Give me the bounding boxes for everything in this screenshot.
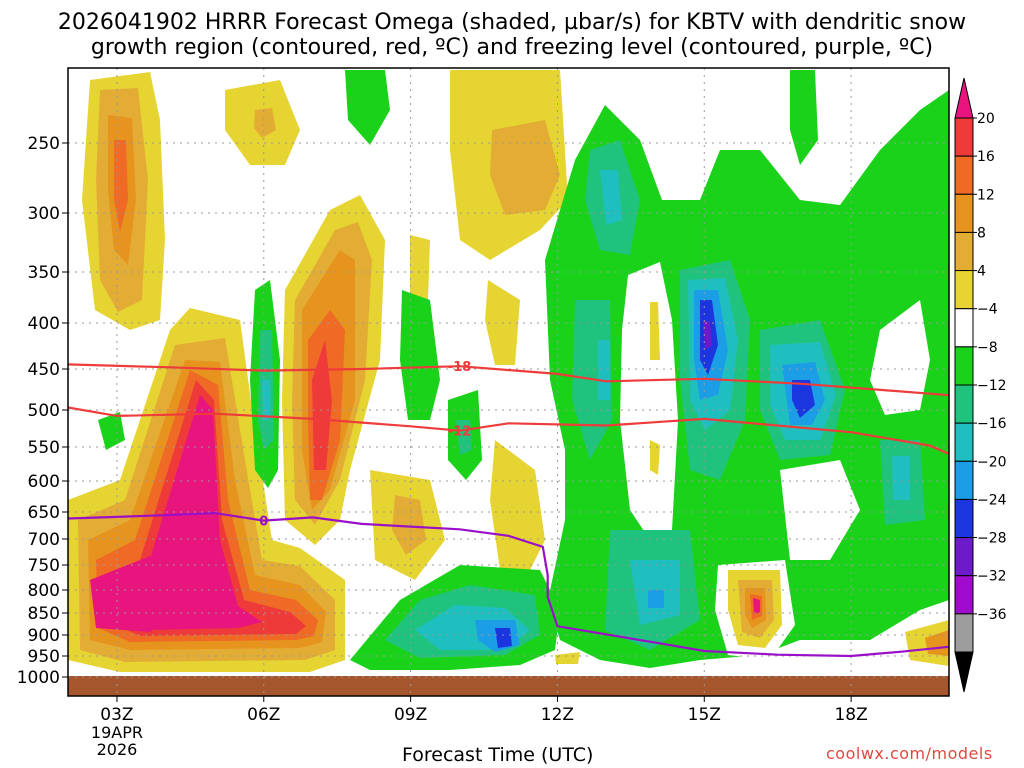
omega-field — [68, 70, 949, 696]
colorbar-label: 8 — [977, 225, 986, 241]
omega-region — [392, 495, 426, 555]
colorbar-box — [954, 613, 974, 653]
contours: -18 -12 0 — [68, 360, 949, 658]
colorbar-box — [954, 498, 974, 539]
colorbar-label: −32 — [977, 569, 1007, 585]
contour-label: -18 — [448, 360, 472, 375]
omega-region — [495, 628, 512, 648]
plot-frame — [67, 67, 950, 697]
colorbar-label: −8 — [977, 340, 998, 356]
y-tick-label: 700 — [28, 530, 60, 550]
y-tick-label: 450 — [28, 360, 60, 380]
omega-region — [598, 340, 610, 400]
colorbar-box — [954, 384, 974, 424]
colorbar-box — [954, 422, 974, 462]
omega-region — [703, 320, 712, 350]
chart-title-line2: growth region (contoured, red, ºC) and f… — [90, 35, 934, 60]
omega-region — [600, 170, 622, 225]
x-tick-sublabel: 19APR — [91, 723, 143, 742]
omega-region — [753, 598, 760, 614]
y-tick-label: 800 — [28, 581, 60, 601]
x-axis-title: Forecast Time (UTC) — [402, 744, 594, 766]
colorbar-box — [954, 231, 974, 272]
omega-region — [410, 235, 430, 300]
y-axis: 2503003504004505005506006507007508008509… — [17, 134, 68, 688]
colorbar-cap-bottom — [954, 651, 974, 693]
y-tick-label: 1000 — [17, 668, 60, 688]
colorbar-box — [954, 308, 974, 348]
x-tick-label: 09Z — [394, 705, 427, 725]
contour-label: 0 — [259, 515, 268, 530]
y-tick-label: 600 — [28, 472, 60, 492]
y-tick-label: 950 — [28, 647, 60, 667]
x-tick-label: 06Z — [247, 705, 280, 725]
chart-title-line1: 2026041902 HRRR Forecast Omega (shaded, … — [57, 10, 967, 35]
colorbar-label: 4 — [977, 264, 986, 280]
colorbar-box — [954, 460, 974, 500]
colorbar-box — [954, 117, 974, 157]
colorbar-label: −12 — [977, 378, 1007, 394]
y-tick-label: 300 — [28, 204, 60, 224]
omega-region — [254, 108, 276, 138]
omega-region — [790, 70, 818, 165]
colorbar-box — [954, 346, 974, 386]
omega-region — [650, 302, 660, 360]
colorbar-label: −24 — [977, 492, 1007, 508]
y-tick-label: 850 — [28, 604, 60, 624]
omega-region — [490, 120, 560, 215]
omega-region — [345, 70, 390, 145]
contour-line — [68, 511, 949, 658]
colorbar-label: 16 — [977, 149, 995, 165]
omega-region — [620, 262, 678, 540]
colorbar-box — [954, 537, 974, 577]
omega-region — [648, 590, 664, 608]
y-tick-label: 500 — [28, 401, 60, 421]
colorbar-label: −16 — [977, 416, 1007, 432]
omega-region — [780, 460, 860, 560]
y-tick-label: 650 — [28, 503, 60, 523]
colorbar-label: 20 — [977, 111, 995, 127]
x-tick-label: 15Z — [688, 705, 721, 725]
colorbar-label: −20 — [977, 454, 1007, 470]
colorbar: 20 16 12 8 4 −4 −8 −12 −16 −20 −24 −28 −32 −36 — [954, 77, 1007, 693]
omega-region — [90, 556, 186, 632]
omega-region — [400, 290, 440, 420]
x-tick-label: 12Z — [541, 705, 574, 725]
omega-region — [490, 440, 545, 580]
x-tick-label: 18Z — [834, 705, 867, 725]
colorbar-box — [954, 155, 974, 195]
colorbar-box — [954, 575, 974, 615]
omega-region — [262, 380, 270, 420]
contour-line — [68, 406, 949, 455]
y-tick-label: 350 — [28, 263, 60, 283]
y-tick-label: 550 — [28, 438, 60, 458]
colorbar-label: −28 — [977, 531, 1007, 547]
y-tick-label: 900 — [28, 626, 60, 646]
colorbar-box — [954, 270, 974, 310]
colorbar-label: 12 — [977, 187, 995, 203]
y-tick-label: 750 — [28, 556, 60, 576]
omega-region — [870, 300, 930, 415]
omega-region — [312, 340, 332, 470]
colorbar-box — [954, 193, 974, 233]
y-tick-label: 400 — [28, 314, 60, 334]
credit-text: coolwx.com/models — [826, 744, 993, 763]
ground-strip — [68, 676, 949, 696]
omega-region — [792, 380, 815, 418]
colorbar-label: −36 — [977, 607, 1007, 623]
contour-line — [68, 363, 949, 397]
x-tick-label: 03Z — [100, 705, 133, 725]
omega-region — [114, 140, 128, 232]
contour-label: -12 — [448, 425, 472, 440]
colorbar-cap-top — [954, 77, 974, 119]
colorbar-label: −4 — [977, 302, 998, 318]
omega-region — [650, 440, 660, 475]
omega-region — [555, 652, 580, 664]
y-tick-label: 250 — [28, 134, 60, 154]
x-tick-sublabel: 2026 — [97, 740, 138, 759]
omega-region — [98, 412, 125, 450]
omega-region — [892, 456, 910, 500]
